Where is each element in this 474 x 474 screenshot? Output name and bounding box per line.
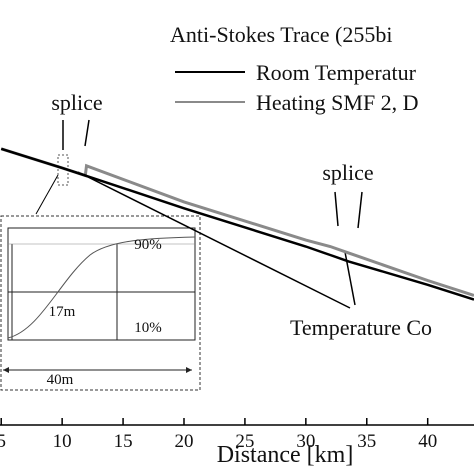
splice-arrow [84,119,90,147]
x-axis-label: Distance [km] [217,442,354,468]
series-line [0,147,474,301]
splice-arrow [357,191,363,229]
x-tick-label: 5 [0,431,6,452]
annotation: splice [322,160,373,185]
inset-curve [7,236,196,339]
x-tick-label: 25 [235,431,254,452]
pointer-arrow [77,171,351,309]
annotation: 90% [134,237,162,253]
annotation: 10% [134,320,162,336]
legend-label: Room Temperatur [256,60,417,85]
legend-title: Anti-Stokes Trace (255bi [170,22,392,47]
annotation: Temperature Co [290,315,432,340]
annotation: 40m [47,372,74,388]
x-tick-label: 30 [296,431,315,452]
annotation: splice [51,90,102,115]
inset-plot [7,227,196,341]
x-tick-label: 35 [357,431,376,452]
x-tick-label: 20 [174,431,193,452]
legend-label: Heating SMF 2, D [256,90,419,115]
splice-arrow [334,191,339,227]
pointer-arrow [35,174,59,215]
annotation: 17m [49,304,76,320]
x-tick-label: 40 [418,431,437,452]
inset-frame [0,215,201,391]
x-tick-label: 15 [114,431,133,452]
x-tick-label: 10 [53,431,72,452]
